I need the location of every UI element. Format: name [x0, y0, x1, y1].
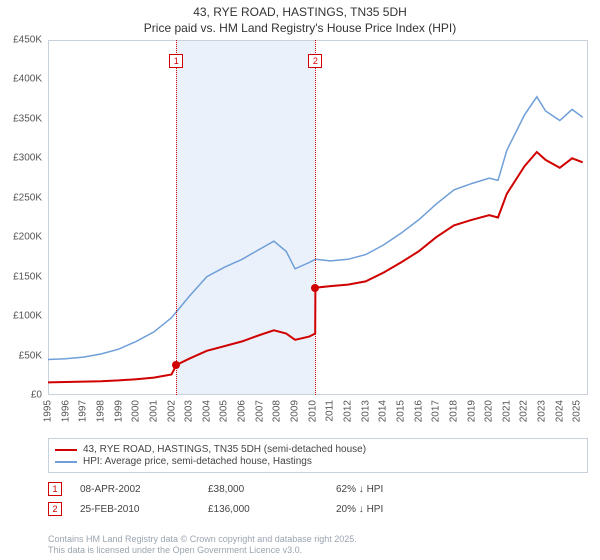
chart-area: 12 £0£50K£100K£150K£200K£250K£300K£350K£…	[48, 40, 588, 395]
y-tick-label: £250K	[13, 192, 42, 203]
legend-item: 43, RYE ROAD, HASTINGS, TN35 5DH (semi-d…	[55, 444, 581, 455]
event-date: 25-FEB-2010	[80, 504, 190, 515]
chart-lines-svg	[48, 40, 588, 395]
x-tick-label: 1995	[43, 400, 54, 422]
marker-vline	[176, 40, 177, 395]
x-tick-label: 2004	[201, 400, 212, 422]
event-price: £136,000	[208, 504, 318, 515]
legend-label: 43, RYE ROAD, HASTINGS, TN35 5DH (semi-d…	[83, 444, 366, 455]
marker-vline	[315, 40, 316, 395]
footnote: Contains HM Land Registry data © Crown c…	[48, 534, 588, 557]
x-tick-label: 2012	[343, 400, 354, 422]
marker-label-box: 1	[169, 54, 183, 68]
event-diff: 62% ↓ HPI	[336, 484, 446, 495]
y-tick-label: £0	[31, 390, 42, 401]
event-marker-box: 1	[48, 482, 62, 496]
legend-label: HPI: Average price, semi-detached house,…	[83, 456, 312, 467]
event-row: 2 25-FEB-2010 £136,000 20% ↓ HPI	[48, 502, 588, 516]
event-diff: 20% ↓ HPI	[336, 504, 446, 515]
x-tick-label: 2005	[219, 400, 230, 422]
y-tick-label: £350K	[13, 113, 42, 124]
marker-dot	[172, 361, 180, 369]
x-tick-label: 2020	[484, 400, 495, 422]
x-tick-label: 2023	[537, 400, 548, 422]
x-tick-label: 2017	[431, 400, 442, 422]
x-tick-label: 1998	[95, 400, 106, 422]
x-tick-label: 2014	[378, 400, 389, 422]
y-tick-label: £150K	[13, 271, 42, 282]
y-tick-label: £200K	[13, 232, 42, 243]
x-tick-label: 2015	[395, 400, 406, 422]
y-tick-label: £450K	[13, 35, 42, 46]
x-tick-label: 2021	[501, 400, 512, 422]
marker-dot	[311, 284, 319, 292]
x-tick-label: 2006	[237, 400, 248, 422]
x-tick-label: 1999	[113, 400, 124, 422]
x-tick-label: 1997	[78, 400, 89, 422]
y-tick-label: £300K	[13, 153, 42, 164]
marker-label-box: 2	[308, 54, 322, 68]
x-tick-label: 2016	[413, 400, 424, 422]
x-tick-label: 2025	[572, 400, 583, 422]
x-tick-label: 2022	[519, 400, 530, 422]
event-date: 08-APR-2002	[80, 484, 190, 495]
x-tick-label: 2001	[148, 400, 159, 422]
x-tick-label: 1996	[60, 400, 71, 422]
x-tick-label: 2019	[466, 400, 477, 422]
x-tick-label: 2003	[184, 400, 195, 422]
x-tick-label: 2000	[131, 400, 142, 422]
x-tick-label: 2013	[360, 400, 371, 422]
x-tick-label: 2018	[448, 400, 459, 422]
x-tick-label: 2002	[166, 400, 177, 422]
x-tick-label: 2008	[272, 400, 283, 422]
x-tick-label: 2009	[290, 400, 301, 422]
y-tick-label: £400K	[13, 74, 42, 85]
event-marker-box: 2	[48, 502, 62, 516]
y-tick-label: £100K	[13, 311, 42, 322]
title-address: 43, RYE ROAD, HASTINGS, TN35 5DH	[0, 4, 600, 20]
chart-legend: 43, RYE ROAD, HASTINGS, TN35 5DH (semi-d…	[48, 438, 588, 473]
event-price: £38,000	[208, 484, 318, 495]
x-tick-label: 2024	[554, 400, 565, 422]
legend-swatch	[55, 461, 77, 463]
footnote-line: Contains HM Land Registry data © Crown c…	[48, 534, 588, 545]
x-tick-label: 2010	[307, 400, 318, 422]
y-tick-label: £50K	[19, 350, 42, 361]
x-tick-label: 2007	[254, 400, 265, 422]
legend-swatch	[55, 449, 77, 451]
event-row: 1 08-APR-2002 £38,000 62% ↓ HPI	[48, 482, 588, 496]
chart-title-block: 43, RYE ROAD, HASTINGS, TN35 5DH Price p…	[0, 0, 600, 36]
title-subtitle: Price paid vs. HM Land Registry's House …	[0, 20, 600, 36]
x-tick-label: 2011	[325, 400, 336, 422]
legend-item: HPI: Average price, semi-detached house,…	[55, 456, 581, 467]
footnote-line: This data is licensed under the Open Gov…	[48, 545, 588, 556]
